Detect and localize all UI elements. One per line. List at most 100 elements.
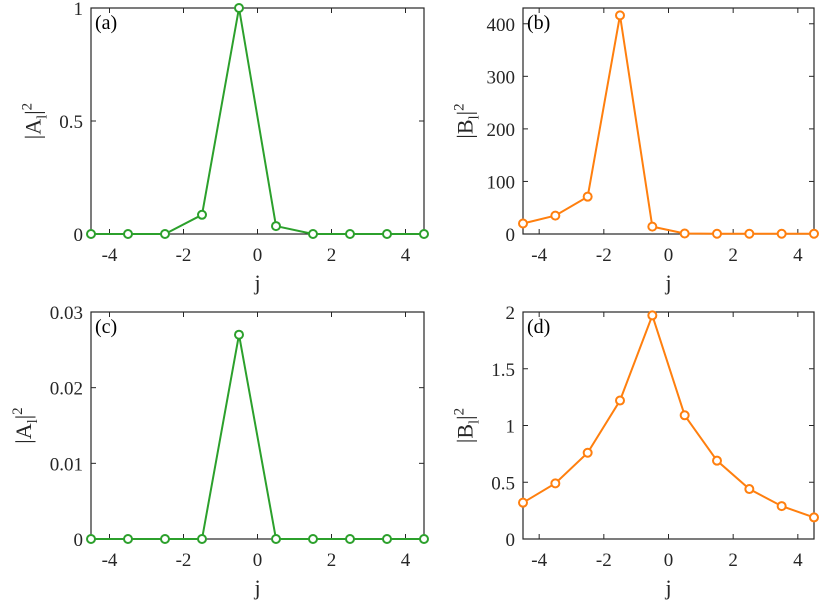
y-tick-label-a: 0.5	[59, 112, 83, 133]
data-point-a	[382, 229, 392, 239]
y-axis-label-superscript: 2	[452, 408, 468, 416]
data-point-d	[712, 455, 722, 466]
y-axis-label-close: |	[21, 110, 46, 114]
x-tick-label-c: 2	[327, 550, 337, 571]
y-axis-label-subscript: l	[25, 419, 41, 423]
panel-d: -4 -2 0 2 400.511.52j|Bl|2(d)	[452, 303, 819, 600]
data-point-a	[345, 229, 355, 239]
data-point-c	[271, 534, 281, 544]
data-point-b	[647, 221, 658, 232]
y-axis-label-superscript: 2	[20, 103, 36, 111]
series-line-d	[522, 312, 815, 519]
data-point-b	[550, 210, 561, 221]
data-point-b	[518, 218, 528, 229]
data-point-a	[86, 229, 96, 239]
y-axis-label-close: |	[453, 415, 478, 419]
y-axis-label-c: |Al|2	[10, 407, 41, 443]
y-tick-label-d: 1	[506, 417, 516, 438]
panel-label-c: (c)	[95, 316, 117, 338]
x-tick-label-d: 2	[728, 550, 738, 571]
data-point-d	[518, 497, 528, 508]
axes-frame-d	[522, 311, 815, 540]
y-axis-label-main: |B	[453, 120, 478, 139]
data-point-a	[234, 3, 244, 13]
y-tick-label-b: 200	[487, 120, 516, 141]
y-axis-label-subscript: l	[467, 420, 483, 424]
x-tick-label-c: -2	[176, 550, 192, 571]
x-axis-label-a: j	[253, 270, 260, 295]
data-point-d	[776, 501, 787, 512]
x-tick-label-b: -2	[596, 245, 612, 266]
y-tick-label-a: 0	[74, 225, 84, 246]
panel-label-d: (d)	[527, 316, 550, 338]
x-tick-label-b: 2	[728, 245, 738, 266]
series-line-b	[522, 15, 814, 235]
y-tick-label-b: 100	[487, 172, 516, 193]
y-tick-label-d: 2	[506, 303, 516, 324]
data-point-c	[234, 329, 244, 340]
data-point-b	[744, 228, 755, 239]
x-tick-label-c: -4	[102, 550, 118, 571]
y-tick-label-b: 300	[487, 67, 516, 88]
y-axis-label-close: |	[453, 111, 478, 115]
data-point-a	[271, 221, 281, 232]
panel-a: -4 -2 0 2 400.51j|Al|2(a)	[20, 0, 429, 295]
series-line-a	[91, 7, 424, 235]
axes-frame-b	[522, 7, 815, 235]
y-axis-label-a: |Al|2	[20, 103, 51, 139]
series-line-c	[91, 334, 424, 540]
y-axis-label-main: |A	[11, 423, 36, 443]
x-tick-label-a: -2	[176, 245, 192, 266]
y-tick-label-d: 0	[506, 530, 516, 551]
data-point-c	[345, 534, 355, 544]
y-axis-label-b: |Bl|2	[452, 103, 483, 138]
x-tick-label-b: 4	[793, 245, 803, 266]
data-point-a	[308, 229, 318, 239]
y-tick-label-d: 1.5	[491, 360, 515, 381]
data-point-b	[712, 228, 722, 239]
data-point-a	[419, 229, 429, 239]
data-point-d	[744, 484, 755, 495]
panel-label-a: (a)	[95, 12, 117, 34]
x-tick-label-a: 2	[327, 245, 337, 266]
data-point-b	[615, 10, 625, 21]
y-axis-label-d: |Bl|2	[452, 408, 483, 443]
data-point-c	[419, 534, 429, 544]
x-tick-label-d: -4	[531, 550, 547, 571]
y-axis-label-superscript: 2	[10, 407, 26, 415]
x-tick-label-d: 0	[664, 550, 674, 571]
x-tick-label-a: 4	[401, 245, 411, 266]
y-axis-label-main: |A	[21, 119, 46, 139]
panel-c: -4 -2 0 2 400.010.020.03j|Al|2(c)	[10, 303, 429, 600]
data-point-b	[776, 228, 787, 239]
y-axis-label-subscript: l	[467, 115, 483, 119]
data-point-a	[197, 209, 207, 220]
data-point-c	[197, 534, 207, 544]
y-tick-label-a: 1	[74, 0, 84, 20]
data-point-b	[809, 228, 819, 239]
x-tick-label-d: -2	[596, 550, 612, 571]
data-point-b	[582, 191, 593, 202]
y-tick-label-c: 0	[74, 530, 84, 551]
x-tick-label-a: 0	[253, 245, 263, 266]
data-point-d	[550, 478, 561, 489]
data-point-c	[382, 534, 392, 544]
x-tick-label-b: 0	[664, 245, 674, 266]
y-axis-label-superscript: 2	[452, 103, 468, 111]
panel-label-b: (b)	[527, 12, 550, 34]
data-point-d	[615, 395, 625, 406]
x-tick-label-d: 4	[793, 550, 803, 571]
axes-frame-c	[90, 311, 425, 540]
x-tick-label-b: -4	[531, 245, 547, 266]
y-tick-label-c: 0.02	[50, 379, 83, 400]
x-axis-label-c: j	[253, 575, 260, 600]
y-tick-label-c: 0.03	[50, 303, 83, 324]
data-point-c	[160, 534, 170, 544]
data-point-d	[582, 447, 593, 458]
y-tick-label-b: 400	[487, 15, 516, 36]
data-point-d	[809, 512, 819, 523]
y-tick-label-c: 0.01	[50, 454, 83, 475]
y-axis-label-close: |	[11, 415, 36, 419]
